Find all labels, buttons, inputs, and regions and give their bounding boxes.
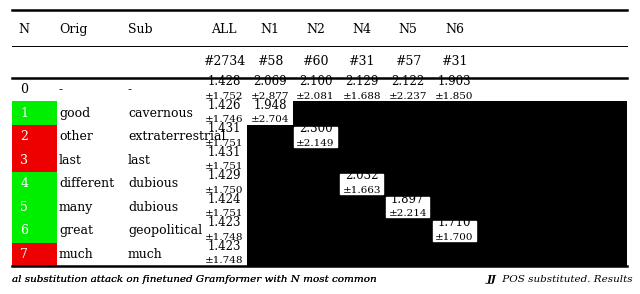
- Text: #58: #58: [257, 55, 284, 68]
- Text: ±2.877: ±2.877: [251, 92, 289, 101]
- Text: ±1.751: ±1.751: [205, 162, 243, 171]
- Text: much: much: [59, 248, 93, 261]
- Text: ±1.748: ±1.748: [205, 233, 243, 242]
- Bar: [12, 243, 57, 266]
- Text: 6: 6: [20, 224, 28, 237]
- Bar: [294, 127, 337, 147]
- Bar: [247, 172, 627, 196]
- Bar: [12, 148, 57, 172]
- Text: 7: 7: [20, 248, 28, 261]
- Text: al substitution attack on finetuned Gramformer with N most common: al substitution attack on finetuned Gram…: [12, 275, 380, 284]
- Text: #57: #57: [394, 55, 421, 68]
- Text: #31: #31: [441, 55, 468, 68]
- Text: geopolitical: geopolitical: [128, 224, 202, 237]
- Text: good: good: [59, 107, 90, 120]
- Text: 2.069: 2.069: [253, 75, 287, 88]
- Text: N4: N4: [352, 23, 371, 36]
- Text: -: -: [59, 83, 63, 96]
- Text: Orig: Orig: [59, 23, 88, 36]
- Text: last: last: [59, 154, 82, 167]
- Text: ALL: ALL: [211, 23, 237, 36]
- Text: 1.431: 1.431: [207, 122, 241, 135]
- Text: #31: #31: [348, 55, 375, 68]
- Text: POS substituted. Results: POS substituted. Results: [499, 275, 632, 284]
- Text: 1.429: 1.429: [207, 169, 241, 182]
- Text: 1.426: 1.426: [207, 99, 241, 112]
- Text: last: last: [128, 154, 151, 167]
- Text: 2.129: 2.129: [345, 75, 378, 88]
- Text: 2.122: 2.122: [391, 75, 424, 88]
- Text: #2734: #2734: [203, 55, 245, 68]
- Text: ±2.214: ±2.214: [388, 209, 427, 218]
- Text: ±2.081: ±2.081: [296, 92, 335, 101]
- Text: ±1.700: ±1.700: [435, 233, 474, 242]
- Bar: [340, 174, 383, 194]
- Text: N2: N2: [306, 23, 325, 36]
- Text: 1.424: 1.424: [207, 193, 241, 206]
- Text: JJ: JJ: [486, 275, 496, 284]
- Text: 1.710: 1.710: [438, 216, 471, 229]
- Bar: [12, 101, 57, 125]
- Bar: [12, 125, 57, 148]
- Text: 1.423: 1.423: [207, 216, 241, 229]
- Bar: [12, 219, 57, 243]
- Text: 1.948: 1.948: [253, 99, 287, 112]
- Text: cavernous: cavernous: [128, 107, 193, 120]
- Text: ±1.850: ±1.850: [435, 92, 474, 101]
- Bar: [386, 197, 429, 217]
- Text: N6: N6: [445, 23, 464, 36]
- Text: ±1.748: ±1.748: [205, 256, 243, 265]
- Text: N5: N5: [398, 23, 417, 36]
- Text: ±1.751: ±1.751: [205, 139, 243, 148]
- Bar: [247, 219, 627, 243]
- Bar: [12, 172, 57, 196]
- Text: 2.300: 2.300: [299, 122, 332, 135]
- Text: different: different: [59, 177, 114, 190]
- Text: ±1.752: ±1.752: [205, 92, 243, 101]
- Text: dubious: dubious: [128, 177, 178, 190]
- Text: 1.423: 1.423: [207, 240, 241, 253]
- Text: 3: 3: [20, 154, 28, 167]
- Text: 2.100: 2.100: [299, 75, 332, 88]
- Text: 1.431: 1.431: [207, 146, 241, 159]
- Text: -: -: [128, 83, 132, 96]
- Text: 2.032: 2.032: [345, 169, 378, 182]
- Text: 1.897: 1.897: [391, 193, 424, 206]
- Bar: [247, 243, 627, 266]
- Bar: [247, 196, 627, 219]
- Text: ±2.704: ±2.704: [251, 115, 289, 124]
- Text: ±2.237: ±2.237: [388, 92, 427, 101]
- Text: 4: 4: [20, 177, 28, 190]
- Text: many: many: [59, 201, 93, 214]
- Text: 1.903: 1.903: [438, 75, 471, 88]
- Text: al substitution attack on finetuned Gramformer with N most common: al substitution attack on finetuned Gram…: [12, 275, 380, 284]
- Text: other: other: [59, 130, 93, 143]
- Text: ±1.688: ±1.688: [342, 92, 381, 101]
- Text: extraterrestrial: extraterrestrial: [128, 130, 225, 143]
- Text: ±1.746: ±1.746: [205, 115, 243, 124]
- Text: 2: 2: [20, 130, 28, 143]
- Text: Sub: Sub: [128, 23, 152, 36]
- Text: ±1.750: ±1.750: [205, 186, 243, 195]
- Text: 1.428: 1.428: [207, 75, 241, 88]
- Bar: [433, 221, 476, 241]
- Text: N1: N1: [260, 23, 280, 36]
- Text: #60: #60: [302, 55, 329, 68]
- Text: 0: 0: [20, 83, 28, 96]
- Text: much: much: [128, 248, 163, 261]
- Text: 5: 5: [20, 201, 28, 214]
- Bar: [12, 196, 57, 219]
- Text: great: great: [59, 224, 93, 237]
- Bar: [293, 101, 627, 125]
- Text: dubious: dubious: [128, 201, 178, 214]
- Text: 1: 1: [20, 107, 28, 120]
- Text: ±1.751: ±1.751: [205, 209, 243, 218]
- Text: N: N: [19, 23, 30, 36]
- Text: ±1.663: ±1.663: [342, 186, 381, 195]
- Bar: [247, 125, 627, 148]
- Bar: [247, 148, 627, 172]
- Text: ±2.149: ±2.149: [296, 139, 335, 148]
